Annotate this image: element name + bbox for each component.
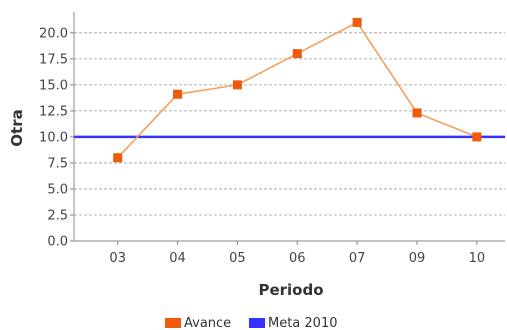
y-tick-label: 17.5 — [39, 52, 68, 67]
x-tick-label: 04 — [169, 251, 186, 266]
legend-swatch-meta-2010 — [249, 318, 265, 328]
grid-lines — [74, 32, 505, 216]
legend-swatch-avance — [165, 318, 181, 328]
y-tick-label: 15.0 — [39, 78, 68, 93]
x-axis-title: Periodo — [258, 281, 323, 299]
y-axis-title: Otra — [8, 109, 26, 146]
y-axis-ticks: 0.0 2.5 5.0 7.5 10.0 12.5 15.0 17.5 20.0 — [39, 26, 74, 250]
data-point — [292, 49, 302, 59]
x-tick-label: 09 — [409, 251, 426, 266]
data-point — [113, 153, 123, 163]
y-tick-label: 20.0 — [39, 26, 68, 41]
legend-label-meta-2010: Meta 2010 — [268, 316, 338, 330]
data-point — [352, 17, 362, 27]
x-axis-ticks: 03 04 05 06 07 09 10 — [109, 241, 485, 266]
x-tick-label: 07 — [349, 251, 366, 266]
y-tick-label: 5.0 — [47, 182, 68, 197]
x-tick-label: 10 — [469, 251, 486, 266]
legend: Avance Meta 2010 — [165, 316, 338, 330]
x-tick-label: 03 — [109, 251, 126, 266]
data-point — [173, 89, 183, 99]
y-tick-label: 2.5 — [47, 208, 68, 223]
y-tick-label: 12.5 — [39, 104, 68, 119]
data-point — [472, 132, 482, 142]
y-tick-label: 0.0 — [47, 235, 68, 250]
data-point — [232, 80, 242, 90]
x-tick-label: 05 — [229, 251, 246, 266]
data-point — [412, 108, 422, 118]
legend-label-avance: Avance — [184, 316, 231, 330]
y-tick-label: 7.5 — [47, 156, 68, 171]
x-tick-label: 06 — [289, 251, 306, 266]
series — [113, 17, 482, 163]
y-tick-label: 10.0 — [39, 130, 68, 145]
